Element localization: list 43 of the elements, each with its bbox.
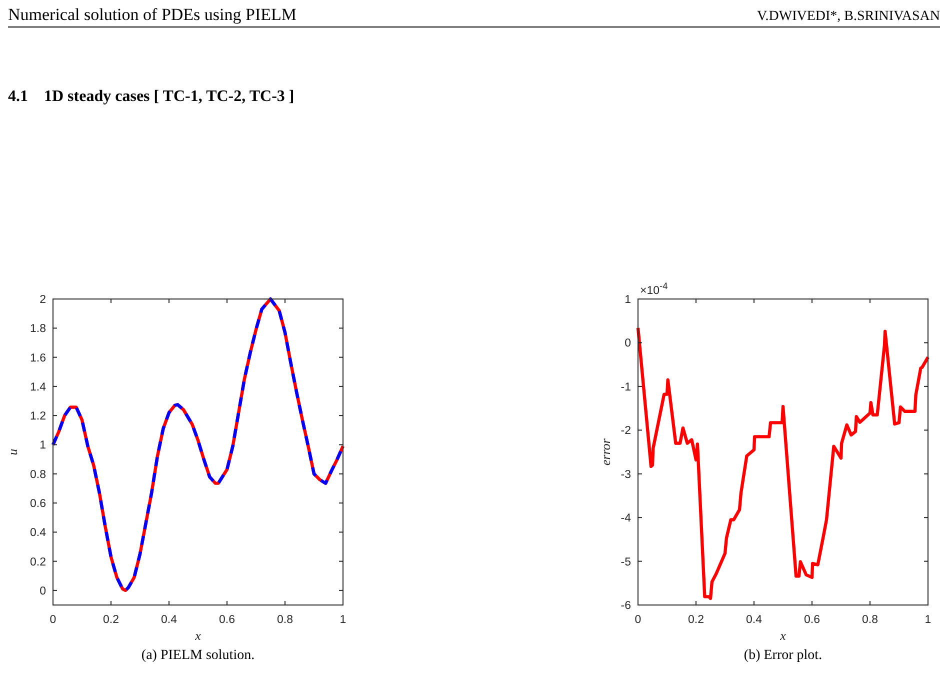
line-series <box>51 297 345 592</box>
y-tick-label: 0.4 <box>30 527 47 540</box>
text: (b) Error plot. <box>744 648 822 663</box>
y-axis-title: error <box>598 438 613 466</box>
y-tick-label: 1 <box>624 294 631 306</box>
x-tick-label: 0.6 <box>219 614 235 626</box>
x-axis-title: x <box>194 628 202 643</box>
text: ×10$^{-4}$ <box>640 281 668 297</box>
y-tick-label: 0 <box>624 338 631 350</box>
y-tick-label: -5 <box>620 556 631 568</box>
y-tick-label: 1.6 <box>30 352 46 364</box>
x-tick-label: 0.4 <box>161 614 178 626</box>
y-tick-label: -1 <box>620 381 631 394</box>
x-tick-label: 0.4 <box>746 614 763 626</box>
y-axis-title: u <box>5 448 20 456</box>
y-tick-label: -2 <box>620 425 631 438</box>
line-series <box>636 326 930 600</box>
x-tick-label: 0.8 <box>862 614 878 626</box>
y-tick-label: 1 <box>40 440 46 452</box>
y-tick-label: 1.4 <box>30 381 47 394</box>
y-tick-label: 0.6 <box>30 498 46 510</box>
x-tick-label: 0.6 <box>804 614 820 626</box>
y-tick-label: 2 <box>40 294 46 306</box>
y-tick-label: -6 <box>620 600 631 612</box>
x-tick-label: 0.2 <box>103 614 119 626</box>
y-tick-label: 0 <box>40 585 46 598</box>
x-tick-label: 0.2 <box>688 614 704 626</box>
x-axis-title: x <box>779 628 786 643</box>
x-tick-label: 0.8 <box>277 614 293 626</box>
x-tick-label: 1 <box>340 614 346 626</box>
y-tick-label: -4 <box>620 512 632 525</box>
text: (a) PIELM solution. <box>141 648 255 663</box>
y-tick-label: -3 <box>620 468 631 481</box>
x-tick-label: 0 <box>634 614 642 626</box>
text: 4.1 1D steady cases [ TC-1, TC-2, TC-3 ] <box>8 88 294 105</box>
y-tick-label: 0.8 <box>30 468 46 481</box>
x-tick-label: 0 <box>50 614 56 626</box>
text: V.DWIVEDI*, B.SRINIVASAN <box>756 9 940 24</box>
text: Numerical solution of PDEs using PIELM <box>8 5 297 24</box>
y-tick-label: 1.2 <box>30 410 46 423</box>
y-tick-label: 0.2 <box>30 556 46 568</box>
y-tick-label: 1.8 <box>30 323 46 336</box>
x-tick-label: 1 <box>924 614 932 626</box>
